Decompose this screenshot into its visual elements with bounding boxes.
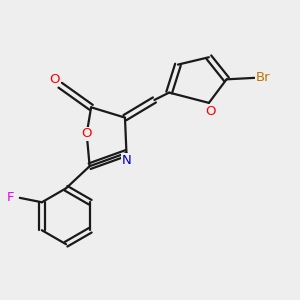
Text: F: F: [7, 191, 15, 204]
Text: N: N: [122, 154, 131, 167]
Text: O: O: [205, 105, 216, 118]
Text: Br: Br: [256, 71, 271, 84]
Text: O: O: [81, 127, 92, 140]
Text: O: O: [49, 73, 60, 86]
